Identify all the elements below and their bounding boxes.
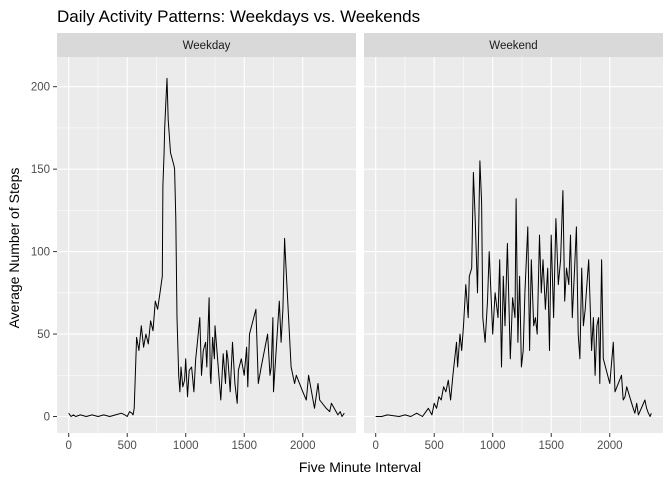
- x-tick-label: 2000: [290, 440, 316, 452]
- y-tick-label: 200: [31, 82, 50, 94]
- panel-background: [57, 57, 356, 433]
- x-tick-label: 1500: [538, 440, 564, 452]
- panel-background: [364, 57, 663, 433]
- series-line-weekend: [375, 160, 652, 417]
- y-tick-label: 100: [31, 247, 50, 259]
- x-tick-label: 2000: [597, 440, 623, 452]
- x-tick-label: 0: [65, 440, 71, 452]
- x-tick-label: 1500: [231, 440, 257, 452]
- y-axis-title: Average Number of Steps: [6, 168, 22, 329]
- facet-panel-weekday: Weekday: [57, 33, 356, 433]
- series-line-weekday: [68, 77, 345, 417]
- x-axis-title: Five Minute Interval: [299, 459, 421, 475]
- y-tick-label: 50: [37, 329, 50, 341]
- x-axes: 0 500 1000 1500 2000 0 500 1000 1500 2000: [65, 433, 623, 452]
- y-tick-label: 0: [44, 412, 50, 424]
- facet-strip-label: Weekday: [183, 40, 231, 52]
- facet-strip: [364, 33, 663, 57]
- facet-panel-weekend: Weekend: [364, 33, 663, 433]
- chart-title: Daily Activity Patterns: Weekdays vs. We…: [57, 7, 420, 26]
- x-tick-label: 500: [118, 440, 137, 452]
- x-tick-label: 500: [425, 440, 444, 452]
- x-tick-label: 1000: [173, 440, 199, 452]
- y-axis: 0 50 100 150 200: [31, 82, 57, 424]
- facet-strip: [57, 33, 356, 57]
- facet-panels: Weekday Weekend: [57, 33, 663, 433]
- y-tick-label: 150: [31, 164, 50, 176]
- x-tick-label: 1000: [480, 440, 506, 452]
- x-tick-label: 0: [372, 440, 378, 452]
- facet-strip-label: Weekend: [489, 40, 537, 52]
